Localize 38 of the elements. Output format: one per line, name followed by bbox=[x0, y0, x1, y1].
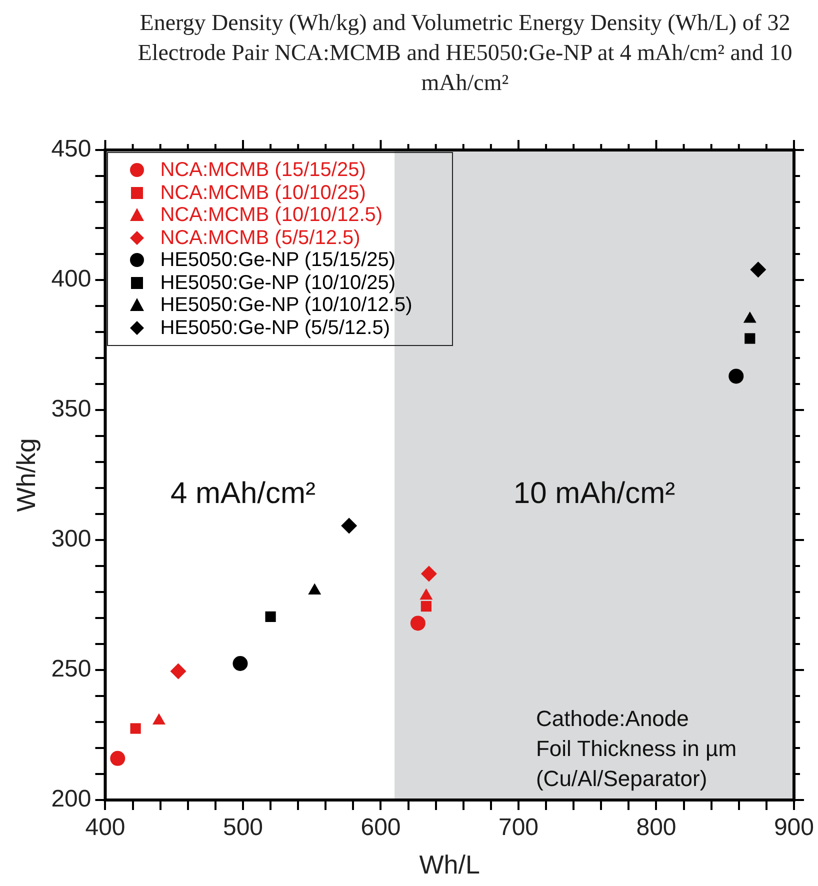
y-tick-label: 350 bbox=[51, 396, 92, 423]
x-tick-label: 500 bbox=[222, 814, 264, 842]
band-label: 10 mAh/cm² bbox=[513, 476, 676, 510]
point bbox=[110, 750, 126, 766]
x-tick-label: 700 bbox=[498, 814, 539, 842]
legend-label: HE5050:Ge-NP (10/10/12.5) bbox=[160, 294, 412, 316]
point bbox=[744, 333, 756, 344]
point bbox=[232, 656, 248, 671]
y-tick-label: 300 bbox=[51, 526, 92, 553]
point bbox=[265, 611, 276, 622]
legend-label: NCA:MCMB (10/10/25) bbox=[160, 182, 366, 204]
legend-label: HE5050:Ge-NP (15/15/25) bbox=[160, 249, 396, 272]
point bbox=[341, 518, 358, 534]
legend-label: NCA:MCMB (5/5/12.5) bbox=[160, 226, 360, 249]
legend-label: HE5050:Ge-NP (5/5/12.5) bbox=[160, 316, 390, 339]
legend-label: NCA:MCMB (15/15/25) bbox=[160, 159, 366, 182]
x-axis-title: Wh/L bbox=[419, 850, 480, 880]
point bbox=[750, 262, 766, 278]
x-tick-label: 400 bbox=[85, 814, 126, 842]
point bbox=[420, 566, 437, 582]
x-tick-label: 600 bbox=[360, 814, 401, 842]
legend-label: NCA:MCMB (10/10/12.5) bbox=[160, 204, 383, 226]
annotation: Cathode:Anode Foil Thickness in µm (Cu/Al/Separator) bbox=[536, 706, 737, 792]
chart-title: Energy Density (Wh/kg) and Volumetric Energy Density (Wh/L) of 32 Electrode Pair NCA:MCMB and HE5050:Ge-NP at 4 mAh/cm² and 10 mAh/cm² bbox=[136, 9, 794, 97]
point bbox=[170, 663, 186, 680]
y-tick-label: 250 bbox=[51, 656, 92, 683]
y-tick-label: 450 bbox=[51, 136, 92, 163]
annotation: 4 mAh/cm² bbox=[170, 476, 316, 510]
y-tick-label: 200 bbox=[51, 786, 92, 813]
point bbox=[410, 616, 426, 631]
point bbox=[728, 368, 744, 384]
x-tick-label: 900 bbox=[774, 814, 814, 842]
y-axis-title: Wh/kg bbox=[10, 438, 41, 512]
x-tick-label: 800 bbox=[636, 814, 676, 842]
point bbox=[130, 723, 141, 734]
legend-label: HE5050:Ge-NP (10/10/25) bbox=[160, 272, 396, 294]
point bbox=[420, 600, 432, 612]
y-tick-label: 400 bbox=[51, 266, 92, 293]
